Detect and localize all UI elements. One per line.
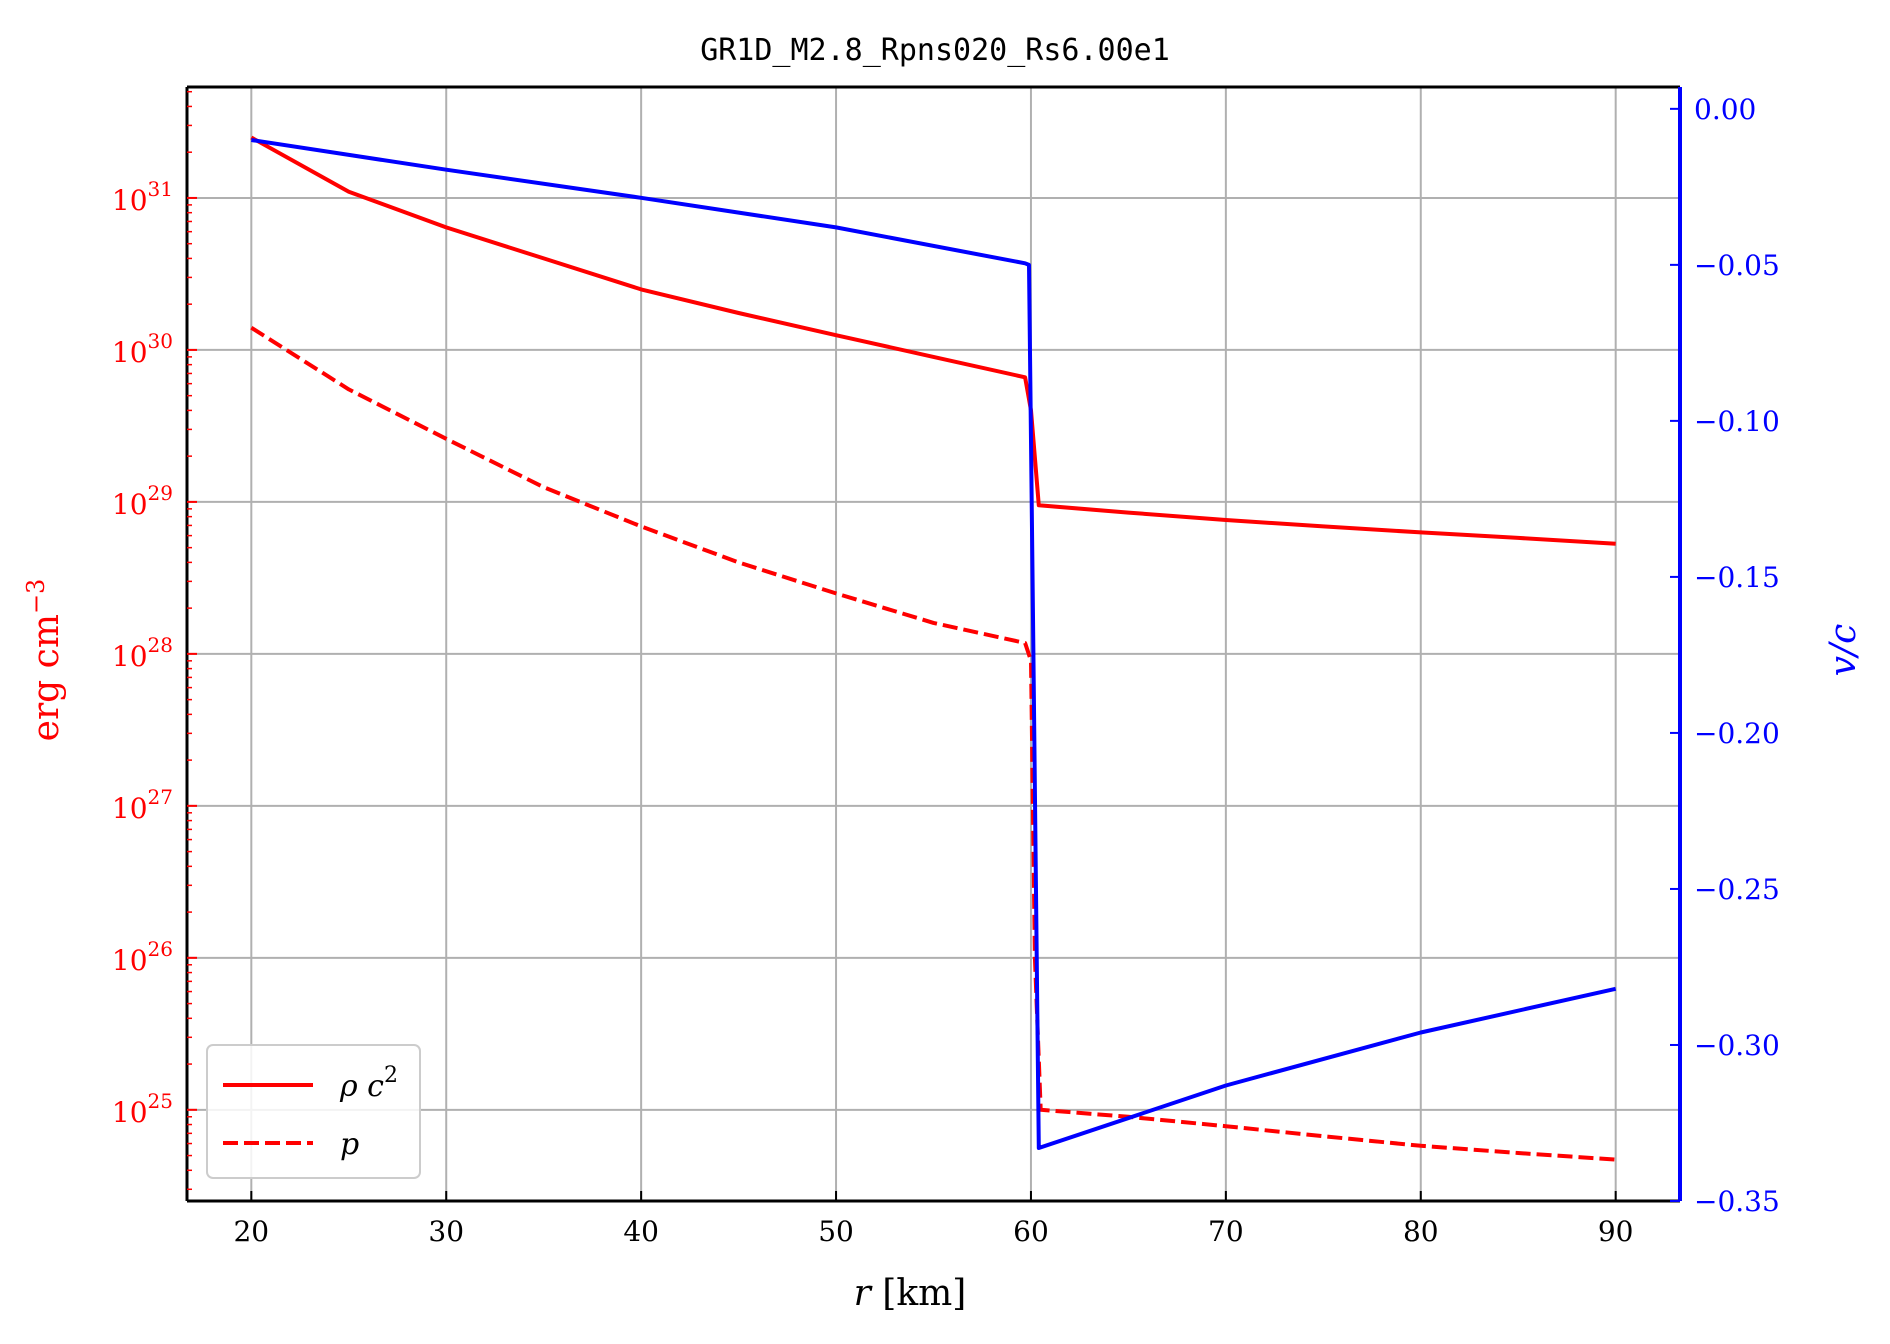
right-tick-label: −0.35 [1694,1185,1780,1218]
x-tick-label: 90 [1598,1215,1634,1248]
left-axis-label: erg cm−3 [22,579,67,742]
legend-label-p: p [340,1127,359,1162]
x-tick-label: 70 [1208,1215,1244,1248]
series-line-0 [250,135,1616,546]
right-axis-label: v/c [1823,624,1864,677]
x-tick-label: 80 [1403,1215,1439,1248]
right-tick-label: −0.20 [1694,717,1780,750]
legend-label-rho: ρ c2 [339,1063,398,1104]
right-tick-label: −0.15 [1694,561,1780,594]
chart-title: GR1D_M2.8_Rpns020_Rs6.00e1 [700,33,1170,68]
x-tick-label: 20 [233,1215,269,1248]
left-tick-label: 1029 [112,481,173,521]
axes [185,85,1682,1203]
left-tick-label: 1025 [112,1089,173,1129]
right-tick-label: −0.10 [1694,405,1780,438]
x-axis-label: r [km] [854,1273,967,1314]
ticks: 20 30 40 50 60 70 80 90 1025 1026 1027 1028 1029 1030… [112,90,1780,1248]
right-tick-label: −0.05 [1694,249,1780,282]
legend: ρ c2 p [206,1044,421,1179]
series-line-1 [250,326,1616,1162]
series-line-2 [250,138,1617,1150]
left-tick-label: 1028 [112,633,173,673]
right-tick-label: −0.30 [1694,1029,1780,1062]
left-tick-label: 1027 [112,785,173,825]
series-layer [250,135,1617,1162]
left-tick-label: 1026 [112,937,173,977]
right-tick-label: 0.00 [1694,93,1756,126]
left-tick-label: 1030 [112,329,173,369]
legend-box [206,1044,421,1179]
x-tick-label: 30 [428,1215,464,1248]
left-tick-label: 1031 [112,177,173,217]
right-tick-label: −0.25 [1694,873,1780,906]
grid [187,87,1680,1201]
x-tick-label: 50 [818,1215,854,1248]
x-tick-label: 40 [623,1215,659,1248]
x-tick-label: 60 [1013,1215,1049,1248]
